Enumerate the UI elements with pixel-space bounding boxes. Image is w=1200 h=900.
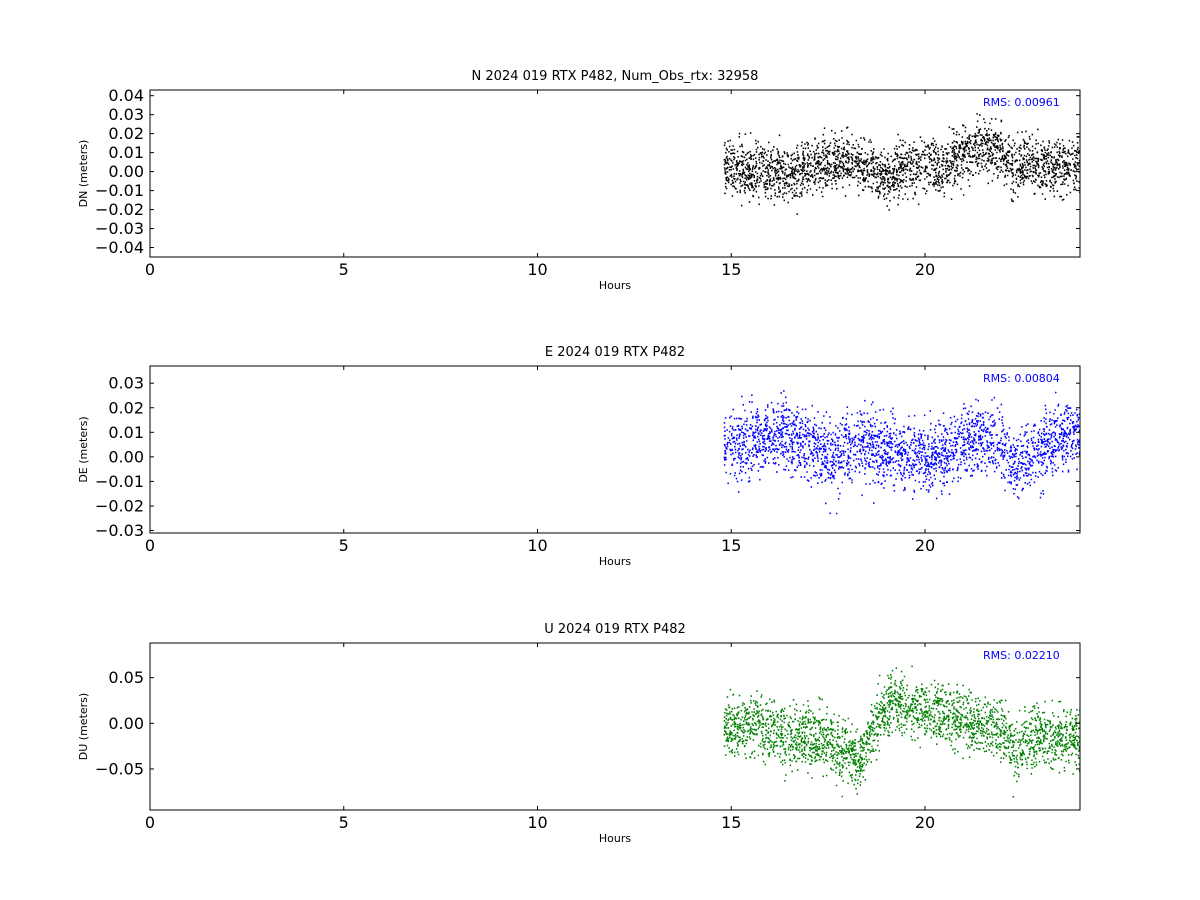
y-tick-label: −0.03 (95, 219, 144, 238)
y-tick-label: −0.05 (95, 759, 144, 778)
y-tick-label: −0.01 (95, 472, 144, 491)
y-tick-label: 0.01 (108, 143, 144, 162)
x-tick-label: 5 (339, 813, 349, 832)
x-tick-label: 0 (145, 536, 155, 555)
y-axis-label: DU (meters) (77, 693, 90, 760)
panel-2: E 2024 019 RTX P482 0 5 10 15 20 −0.03 −0.02 −0.… (77, 345, 1081, 568)
y-tick-label: −0.04 (95, 238, 144, 257)
data-points (723, 390, 1080, 515)
x-axis-label: Hours (599, 279, 631, 292)
y-tick-label: 0.05 (108, 668, 144, 687)
x-tick-label: 20 (915, 813, 935, 832)
chart-title: U 2024 019 RTX P482 (544, 622, 686, 637)
y-axis-label: DE (meters) (77, 416, 90, 482)
rms-annotation: RMS: 0.02210 (983, 649, 1060, 662)
y-axis-label: DN (meters) (77, 140, 90, 208)
x-tick-label: 10 (527, 813, 547, 832)
rms-annotation: RMS: 0.00804 (983, 372, 1060, 385)
y-tick-label: 0.00 (108, 447, 144, 466)
x-axis-label: Hours (599, 832, 631, 845)
y-tick-label: −0.02 (95, 200, 144, 219)
y-tick-label: 0.03 (108, 105, 144, 124)
data-points (723, 113, 1080, 215)
y-tick-label: 0.04 (108, 86, 144, 105)
y-tick-label: −0.01 (95, 181, 144, 200)
chart-title: N 2024 019 RTX P482, Num_Obs_rtx: 32958 (472, 69, 759, 84)
data-points (723, 665, 1080, 798)
panel-3: U 2024 019 RTX P482 0 5 10 15 20 −0.05 0.00 0.05… (77, 622, 1081, 845)
x-tick-label: 5 (339, 260, 349, 279)
x-tick-label: 0 (145, 813, 155, 832)
scatter-series (723, 665, 1080, 798)
x-tick-label: 20 (915, 260, 935, 279)
x-axis-label: Hours (599, 555, 631, 568)
x-tick-label: 5 (339, 536, 349, 555)
y-tick-label: 0.00 (108, 714, 144, 733)
y-tick-label: 0.02 (108, 398, 144, 417)
y-tick-label: −0.03 (95, 521, 144, 540)
scatter-series (723, 113, 1080, 215)
y-tick-label: 0.01 (108, 423, 144, 442)
y-tick-label: −0.02 (95, 496, 144, 515)
axes-frame (149, 365, 1081, 534)
y-tick-label: 0.00 (108, 162, 144, 181)
x-tick-label: 20 (915, 536, 935, 555)
axes-frame (149, 89, 1081, 258)
y-tick-label: 0.03 (108, 374, 144, 393)
x-tick-label: 15 (721, 536, 741, 555)
x-tick-label: 15 (721, 813, 741, 832)
axes-frame (149, 642, 1081, 811)
x-tick-label: 0 (145, 260, 155, 279)
x-tick-label: 10 (527, 536, 547, 555)
x-tick-label: 15 (721, 260, 741, 279)
panel-1: N 2024 019 RTX P482, Num_Obs_rtx: 32958 0… (77, 69, 1081, 292)
chart-title: E 2024 019 RTX P482 (545, 345, 685, 360)
x-tick-label: 10 (527, 260, 547, 279)
scatter-series (723, 390, 1080, 515)
y-tick-label: 0.02 (108, 124, 144, 143)
rms-annotation: RMS: 0.00961 (983, 96, 1060, 109)
